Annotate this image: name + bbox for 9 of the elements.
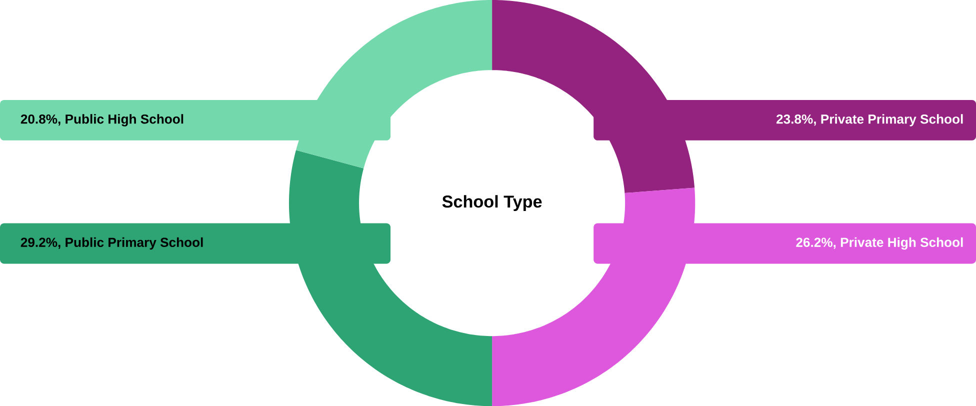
slice-label: Public Primary School (66, 237, 203, 250)
slice-label: Private Primary School (821, 114, 963, 126)
slice-label: Private High School (840, 237, 963, 250)
slice-label: Public High School (66, 114, 184, 126)
data-label: 29.2%, (20, 238, 60, 249)
data-label: 23.8%, (776, 114, 816, 126)
text: School Type (442, 195, 542, 211)
data-label: 20.8%, (20, 114, 60, 126)
data-label: 26.2%, (796, 238, 836, 249)
